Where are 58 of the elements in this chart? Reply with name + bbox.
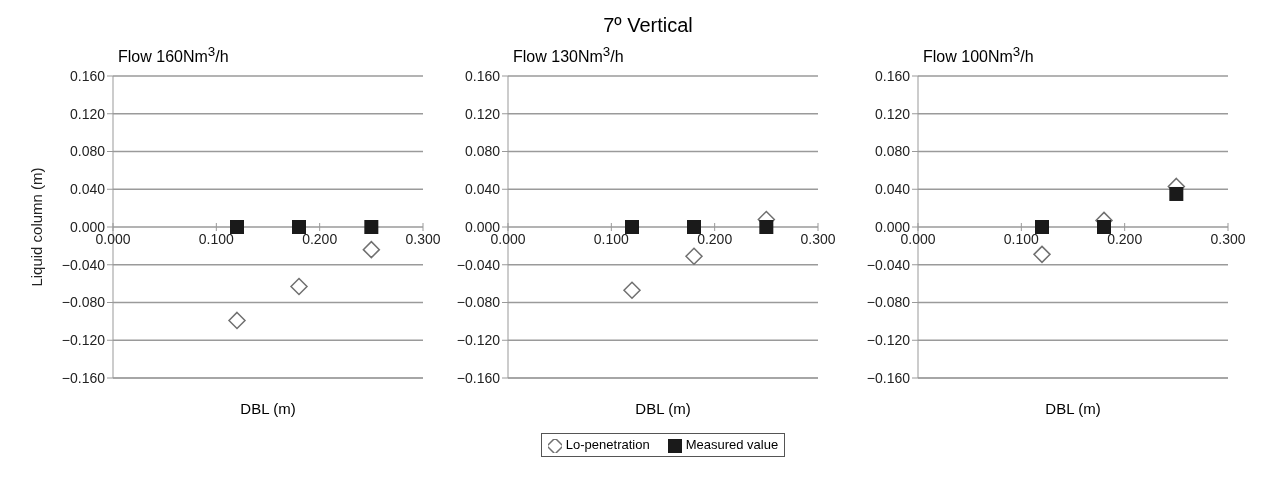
y-tick-label: −0.120 (866, 332, 911, 349)
y-tick-label: 0.160 (874, 67, 911, 84)
y-tick-label: −0.160 (61, 369, 106, 386)
chart-subtitle: Flow 160Nm$^{3}$/h (118, 44, 230, 68)
y-tick-label: 0.120 (874, 105, 911, 122)
chart-title: 7º Vertical (602, 13, 694, 38)
chart-subtitle: Flow 130Nm$^{3}$/h (513, 44, 625, 68)
y-tick-label: −0.160 (866, 369, 911, 386)
point (1033, 245, 1051, 264)
x-tick-label: 0.300 (800, 231, 836, 247)
y-tick-label: −0.040 (866, 256, 911, 273)
x-tick-label: 0.200 (302, 231, 338, 247)
y-tick-label: 0.160 (69, 67, 106, 84)
point (364, 220, 379, 234)
x-axis-title: DBL (m) (634, 400, 692, 417)
legend-label: Measured value (684, 437, 779, 453)
x-tick-label: 0.300 (1210, 231, 1246, 247)
point (228, 311, 246, 330)
y-tick-label: 0.040 (69, 181, 106, 198)
y-tick-label: −0.040 (456, 256, 501, 273)
y-tick-label: 0.080 (874, 143, 911, 160)
x-tick-label: 0.100 (1003, 231, 1040, 247)
y-axis-title: Liquid column (m) (28, 167, 45, 287)
x-tick-label: 0.200 (1107, 231, 1143, 247)
x-axis-title: DBL (m) (239, 400, 297, 417)
chart-subtitle: Flow 100Nm$^{3}$/h (923, 44, 1035, 68)
point (623, 281, 641, 299)
y-tick-label: −0.160 (456, 369, 501, 386)
y-tick-label: 0.080 (464, 143, 501, 160)
y-tick-label: 0.080 (69, 143, 106, 160)
x-axis-title: DBL (m) (1044, 400, 1102, 417)
y-tick-label: 0.040 (874, 181, 911, 198)
y-tick-label: −0.120 (456, 332, 501, 349)
legend-label: Lo-penetration (564, 437, 650, 453)
y-tick-label: −0.120 (61, 332, 106, 349)
y-tick-label: 0.120 (69, 105, 106, 122)
y-tick-label: −0.080 (456, 294, 501, 311)
point (1035, 220, 1049, 234)
y-tick-label: −0.040 (61, 256, 106, 273)
x-tick-label: 0.100 (198, 231, 235, 247)
point (1169, 186, 1184, 201)
point (685, 247, 703, 266)
y-tick-label: 0.160 (464, 67, 501, 84)
x-tick-label: 0.200 (697, 231, 733, 247)
point (1097, 220, 1111, 234)
x-tick-label: 0.100 (593, 231, 630, 247)
point (292, 220, 306, 234)
point (290, 277, 308, 296)
point (362, 240, 381, 259)
point (759, 220, 774, 234)
y-tick-label: −0.080 (61, 294, 106, 311)
point (230, 220, 244, 234)
x-tick-label: 0.300 (405, 231, 441, 247)
y-tick-label: −0.080 (866, 294, 911, 311)
y-tick-label: 0.040 (464, 181, 501, 198)
point (687, 220, 701, 234)
y-tick-label: 0.120 (464, 105, 501, 122)
point (625, 220, 639, 234)
